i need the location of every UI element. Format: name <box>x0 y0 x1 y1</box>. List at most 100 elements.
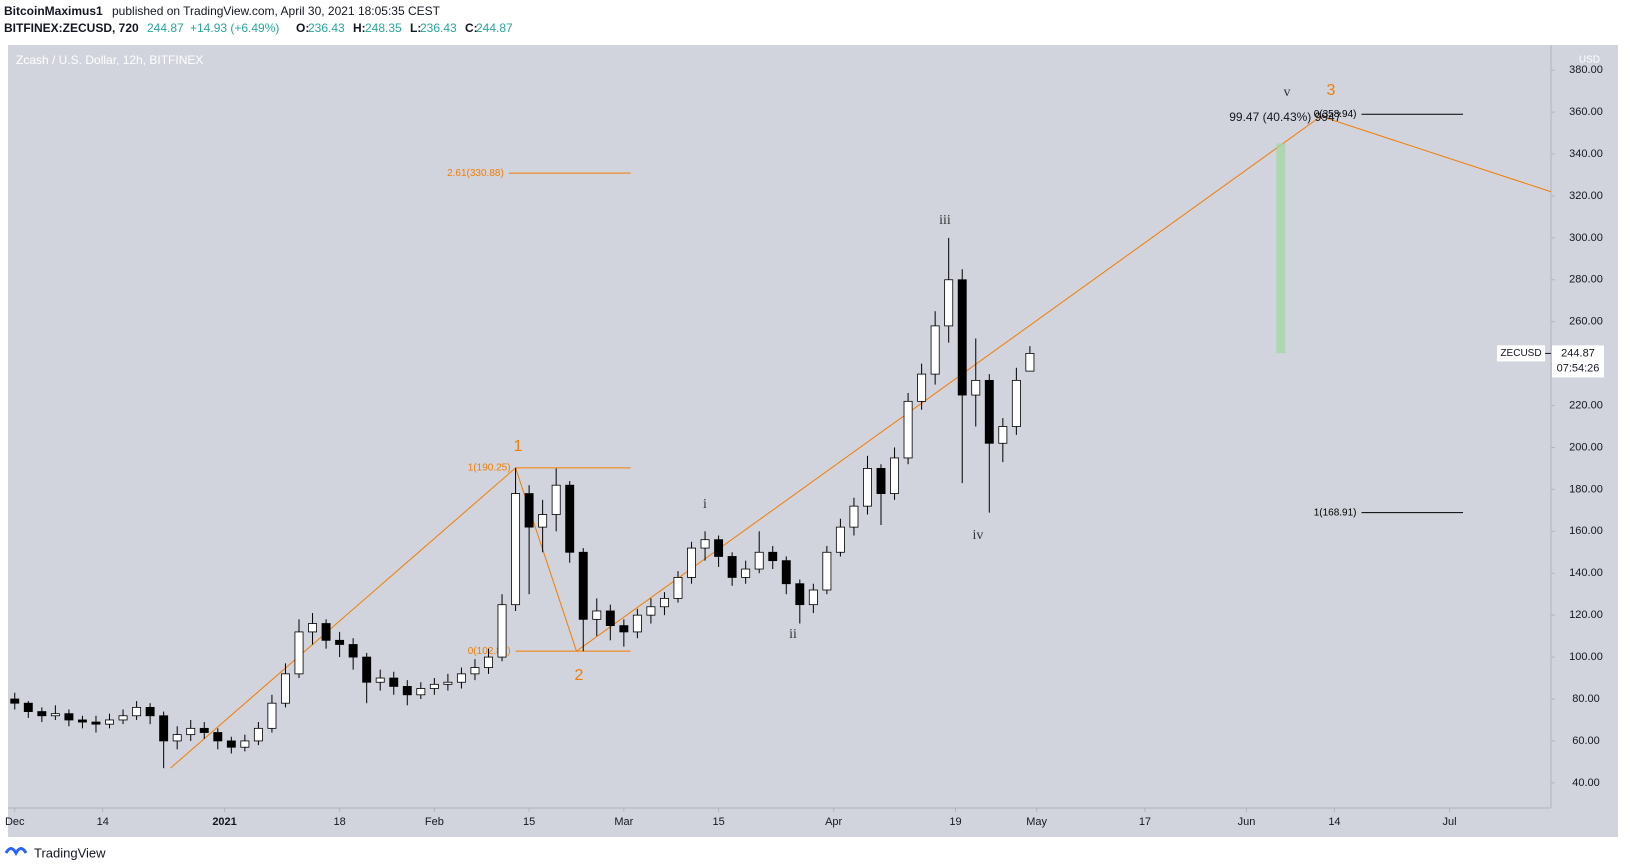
candle-body <box>944 279 954 327</box>
candle-body <box>1025 353 1035 372</box>
candle-body <box>646 606 656 616</box>
x-tick-label: 17 <box>1139 816 1151 828</box>
candle-body <box>714 539 724 557</box>
candle-body <box>389 677 399 687</box>
candle-body <box>741 568 751 578</box>
candle-body <box>605 610 615 627</box>
y-tick-label: 340.00 <box>1569 148 1603 160</box>
candle-body <box>456 673 466 683</box>
y-tick-label: 200.00 <box>1569 441 1603 453</box>
y-tick-label: 160.00 <box>1569 525 1603 537</box>
x-tick-label: May <box>1026 816 1047 828</box>
candle-body <box>50 713 60 717</box>
x-tick-label: 15 <box>712 816 724 828</box>
x-tick-label: 14 <box>97 816 109 828</box>
ohlc-label: H: <box>353 21 366 35</box>
candle-body <box>484 656 493 668</box>
candle-body <box>822 551 832 591</box>
candle-body <box>971 379 981 396</box>
candle-body <box>957 279 967 396</box>
candle-body <box>659 597 669 608</box>
fib-label: 2.61(330.88) <box>447 168 504 179</box>
y-unit: USD <box>1579 55 1600 66</box>
ohlc-label: O: <box>296 21 309 35</box>
y-tick-label: 120.00 <box>1569 609 1603 621</box>
candle-body <box>294 631 304 675</box>
price-tag <box>1552 345 1604 378</box>
fib-label: 1(190.25) <box>468 463 511 474</box>
candle-body <box>917 373 927 402</box>
candle-body <box>159 715 169 742</box>
candle-body <box>849 505 859 528</box>
wave-label: v <box>1284 85 1291 100</box>
candle-body <box>511 493 521 606</box>
x-tick-label: Jun <box>1238 816 1256 828</box>
candle-body <box>538 514 548 528</box>
fib-label: 0(102.81) <box>468 646 511 657</box>
x-tick-label: Feb <box>425 816 444 828</box>
brand[interactable]: TradingView <box>34 845 106 860</box>
candle-body <box>37 711 47 717</box>
ohlc-label: L: <box>410 21 421 35</box>
ohlc-value: 244.87 <box>476 21 513 35</box>
logo-icon <box>4 847 28 857</box>
y-tick-label: 40.00 <box>1572 777 1600 789</box>
ohlc-value: 236.43 <box>420 21 457 35</box>
x-tick-label: 14 <box>1328 816 1340 828</box>
candle-body <box>10 698 20 704</box>
symbol-tag <box>1497 345 1545 362</box>
symbol-tag-label: ZECUSD <box>1500 348 1541 359</box>
y-tick-label: 360.00 <box>1569 106 1603 118</box>
author: BitcoinMaximus1 <box>4 4 103 18</box>
candle-body <box>470 667 480 675</box>
price-tag-label: 244.87 <box>1561 347 1595 359</box>
candle-body <box>808 589 818 606</box>
candle-body <box>145 706 155 717</box>
last-price: 244.87 <box>147 21 184 35</box>
y-tick-label: 320.00 <box>1569 190 1603 202</box>
x-tick-label: Mar <box>614 816 633 828</box>
candle-body <box>727 556 737 578</box>
candle-body <box>105 719 114 725</box>
chart-title: Zcash / U.S. Dollar, 12h, BITFINEX <box>16 53 203 67</box>
candle-body <box>172 734 182 742</box>
chart-panel <box>8 45 1618 837</box>
candle-body <box>118 715 128 721</box>
y-tick-label: 140.00 <box>1569 567 1603 579</box>
candle-body <box>984 379 994 444</box>
candle-body <box>91 721 101 725</box>
ohlc-value: 236.43 <box>308 21 345 35</box>
x-tick-label: 19 <box>949 816 961 828</box>
logo[interactable]: TradingView <box>4 845 106 860</box>
candle-body <box>700 539 710 549</box>
y-tick-label: 300.00 <box>1569 232 1603 244</box>
wave-label: iii <box>939 213 951 228</box>
candle-body <box>565 484 575 553</box>
fib-label: 0(358.94) <box>1314 109 1357 120</box>
candle-body <box>213 732 223 742</box>
x-tick-label: 2021 <box>212 816 236 828</box>
candle-body <box>281 673 290 704</box>
y-tick-label: 280.00 <box>1569 274 1603 286</box>
wave-label: 1 <box>514 438 523 455</box>
candle-body <box>429 683 439 689</box>
candle-body <box>23 702 33 712</box>
y-tick-label: 60.00 <box>1572 735 1600 747</box>
y-tick-label: 100.00 <box>1569 651 1603 663</box>
x-tick-label: 18 <box>333 816 345 828</box>
y-tick-label: 80.00 <box>1572 693 1600 705</box>
candle-body <box>835 526 845 553</box>
candle-body <box>687 547 696 578</box>
candle-body <box>673 577 683 599</box>
candle-body <box>348 644 358 658</box>
wave-label: iv <box>973 528 984 543</box>
candle-body <box>308 623 317 633</box>
candle-body <box>267 702 277 729</box>
candle-body <box>551 484 561 515</box>
candle-body <box>754 551 764 570</box>
symbol: BITFINEX:ZECUSD, 720 <box>4 21 139 35</box>
ohlc-value: 248.35 <box>365 21 402 35</box>
candle-body <box>199 727 209 733</box>
x-tick-label: 15 <box>523 816 535 828</box>
candle-body <box>77 719 87 723</box>
